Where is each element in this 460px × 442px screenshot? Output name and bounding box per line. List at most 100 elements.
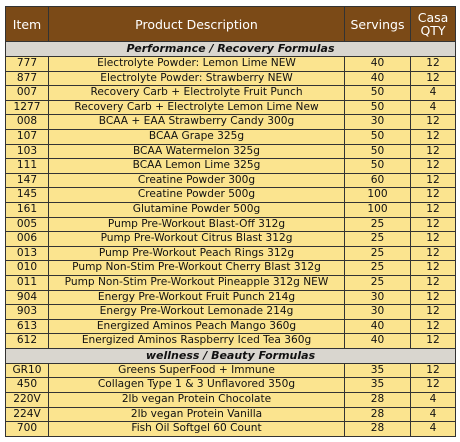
cell: Recovery Carb + Electrolyte Fruit Punch: [48, 85, 345, 101]
cell: 12: [410, 333, 456, 349]
cell: Energized Aminos Peach Mango 360g: [48, 318, 345, 335]
product-row: 145 Creatine Powder 500g 100 12: [5, 187, 456, 203]
cell: 12: [410, 70, 456, 87]
cell: 2lb vegan Protein Chocolate: [48, 392, 345, 408]
cell: Electrolyte Powder: Strawberry NEW: [48, 70, 345, 87]
cell: 612: [5, 333, 49, 349]
section-title: Performance / Recovery Formulas: [5, 41, 456, 57]
cell: 12: [410, 158, 456, 174]
cell: 35: [344, 362, 411, 379]
cell: BCAA Watermelon 325g: [48, 143, 345, 160]
cell: 007: [5, 85, 49, 101]
cell: 2lb vegan Protein Vanilla: [48, 406, 345, 423]
cell: 100: [344, 201, 411, 218]
product-row: 103 BCAA Watermelon 325g 50 12: [5, 143, 456, 160]
cell: 005: [5, 216, 49, 233]
cell: 700: [5, 421, 49, 437]
product-row: 777 Electrolyte Powder: Lemon Lime NEW 40 1…: [5, 56, 456, 72]
cell: 107: [5, 128, 49, 145]
cell: 30: [344, 114, 411, 130]
cell: 50: [344, 99, 411, 116]
cell: 50: [344, 85, 411, 101]
cell: 220V: [5, 392, 49, 408]
cell: 12: [410, 304, 456, 320]
cell: 25: [344, 245, 411, 262]
cell: 4: [410, 421, 456, 437]
cell: Energy Pre-Workout Lemonade 214g: [48, 304, 345, 320]
cell: 4: [410, 392, 456, 408]
cell: 877: [5, 70, 49, 87]
column-header: Product Description: [48, 6, 345, 42]
section-row: Performance / Recovery Formulas: [5, 41, 456, 57]
product-row: 220V 2lb vegan Protein Chocolate 28 4: [5, 392, 456, 408]
cell: 450: [5, 377, 49, 394]
cell: 40: [344, 318, 411, 335]
cell: Creatine Powder 500g: [48, 187, 345, 203]
cell: 12: [410, 56, 456, 72]
product-row: 011 Pump Non-Stim Pre-Workout Pineapple 3…: [5, 274, 456, 291]
product-row: 224V 2lb vegan Protein Vanilla 28 4: [5, 406, 456, 423]
cell: 25: [344, 231, 411, 247]
cell: 28: [344, 406, 411, 423]
product-row: 904 Energy Pre-Workout Fruit Punch 214g 30…: [5, 289, 456, 306]
table-body: Performance / Recovery Formulas 777 Electr…: [5, 41, 456, 437]
cell: 4: [410, 85, 456, 101]
product-row: 450 Collagen Type 1 & 3 Unflavored 350g 35…: [5, 377, 456, 394]
cell: 50: [344, 158, 411, 174]
cell: 4: [410, 99, 456, 116]
cell: BCAA Lemon Lime 325g: [48, 158, 345, 174]
cell: Electrolyte Powder: Lemon Lime NEW: [48, 56, 345, 72]
cell: 145: [5, 187, 49, 203]
cell: 12: [410, 231, 456, 247]
cell: Glutamine Powder 500g: [48, 201, 345, 218]
cell: Pump Non-Stim Pre-Workout Cherry Blast 3…: [48, 260, 345, 276]
cell: 12: [410, 362, 456, 379]
cell: GR10: [5, 362, 49, 379]
column-header: Servings: [344, 6, 411, 42]
cell: 12: [410, 289, 456, 306]
cell: 50: [344, 128, 411, 145]
cell: Pump Pre-Workout Citrus Blast 312g: [48, 231, 345, 247]
cell: BCAA + EAA Strawberry Candy 300g: [48, 114, 345, 130]
cell: 12: [410, 318, 456, 335]
cell: 35: [344, 377, 411, 394]
cell: 613: [5, 318, 49, 335]
cell: BCAA Grape 325g: [48, 128, 345, 145]
product-row: 613 Energized Aminos Peach Mango 360g 40 12: [5, 318, 456, 335]
product-row: 111 BCAA Lemon Lime 325g 50 12: [5, 158, 456, 174]
product-row: 1277 Recovery Carb + Electrolyte Lemon Li…: [5, 99, 456, 116]
cell: Creatine Powder 300g: [48, 172, 345, 189]
cell: 904: [5, 289, 49, 306]
cell: 100: [344, 187, 411, 203]
section-row: wellness / Beauty Formulas: [5, 347, 456, 364]
cell: 30: [344, 289, 411, 306]
cell: Pump Pre-Workout Peach Rings 312g: [48, 245, 345, 262]
cell: Pump Pre-Workout Blast-Off 312g: [48, 216, 345, 233]
column-header: Casa QTY: [410, 6, 456, 42]
cell: 12: [410, 143, 456, 160]
product-row: GR10 Greens SuperFood + Immune 35 12: [5, 362, 456, 379]
cell: Recovery Carb + Electrolyte Lemon Lime N…: [48, 99, 345, 116]
cell: 013: [5, 245, 49, 262]
cell: 40: [344, 70, 411, 87]
cell: 25: [344, 216, 411, 233]
cell: 147: [5, 172, 49, 189]
product-row: 147 Creatine Powder 300g 60 12: [5, 172, 456, 189]
header-row: Item Product Description Servings Casa QTY: [5, 6, 456, 42]
product-row: 107 BCAA Grape 325g 50 12: [5, 128, 456, 145]
cell: Pump Non-Stim Pre-Workout Pineapple 312g…: [48, 274, 345, 291]
product-row: 007 Recovery Carb + Electrolyte Fruit Pun…: [5, 85, 456, 101]
cell: 224V: [5, 406, 49, 423]
cell: 011: [5, 274, 49, 291]
cell: 12: [410, 114, 456, 130]
cell: 12: [410, 201, 456, 218]
product-row: 903 Energy Pre-Workout Lemonade 214g 30 12: [5, 304, 456, 320]
cell: 777: [5, 56, 49, 72]
product-row: 005 Pump Pre-Workout Blast-Off 312g 25 12: [5, 216, 456, 233]
cell: 1277: [5, 99, 49, 116]
cell: Greens SuperFood + Immune: [48, 362, 345, 379]
product-row: 700 Fish Oil Softgel 60 Count 28 4: [5, 421, 456, 437]
cell: 12: [410, 245, 456, 262]
product-row: 161 Glutamine Powder 500g 100 12: [5, 201, 456, 218]
